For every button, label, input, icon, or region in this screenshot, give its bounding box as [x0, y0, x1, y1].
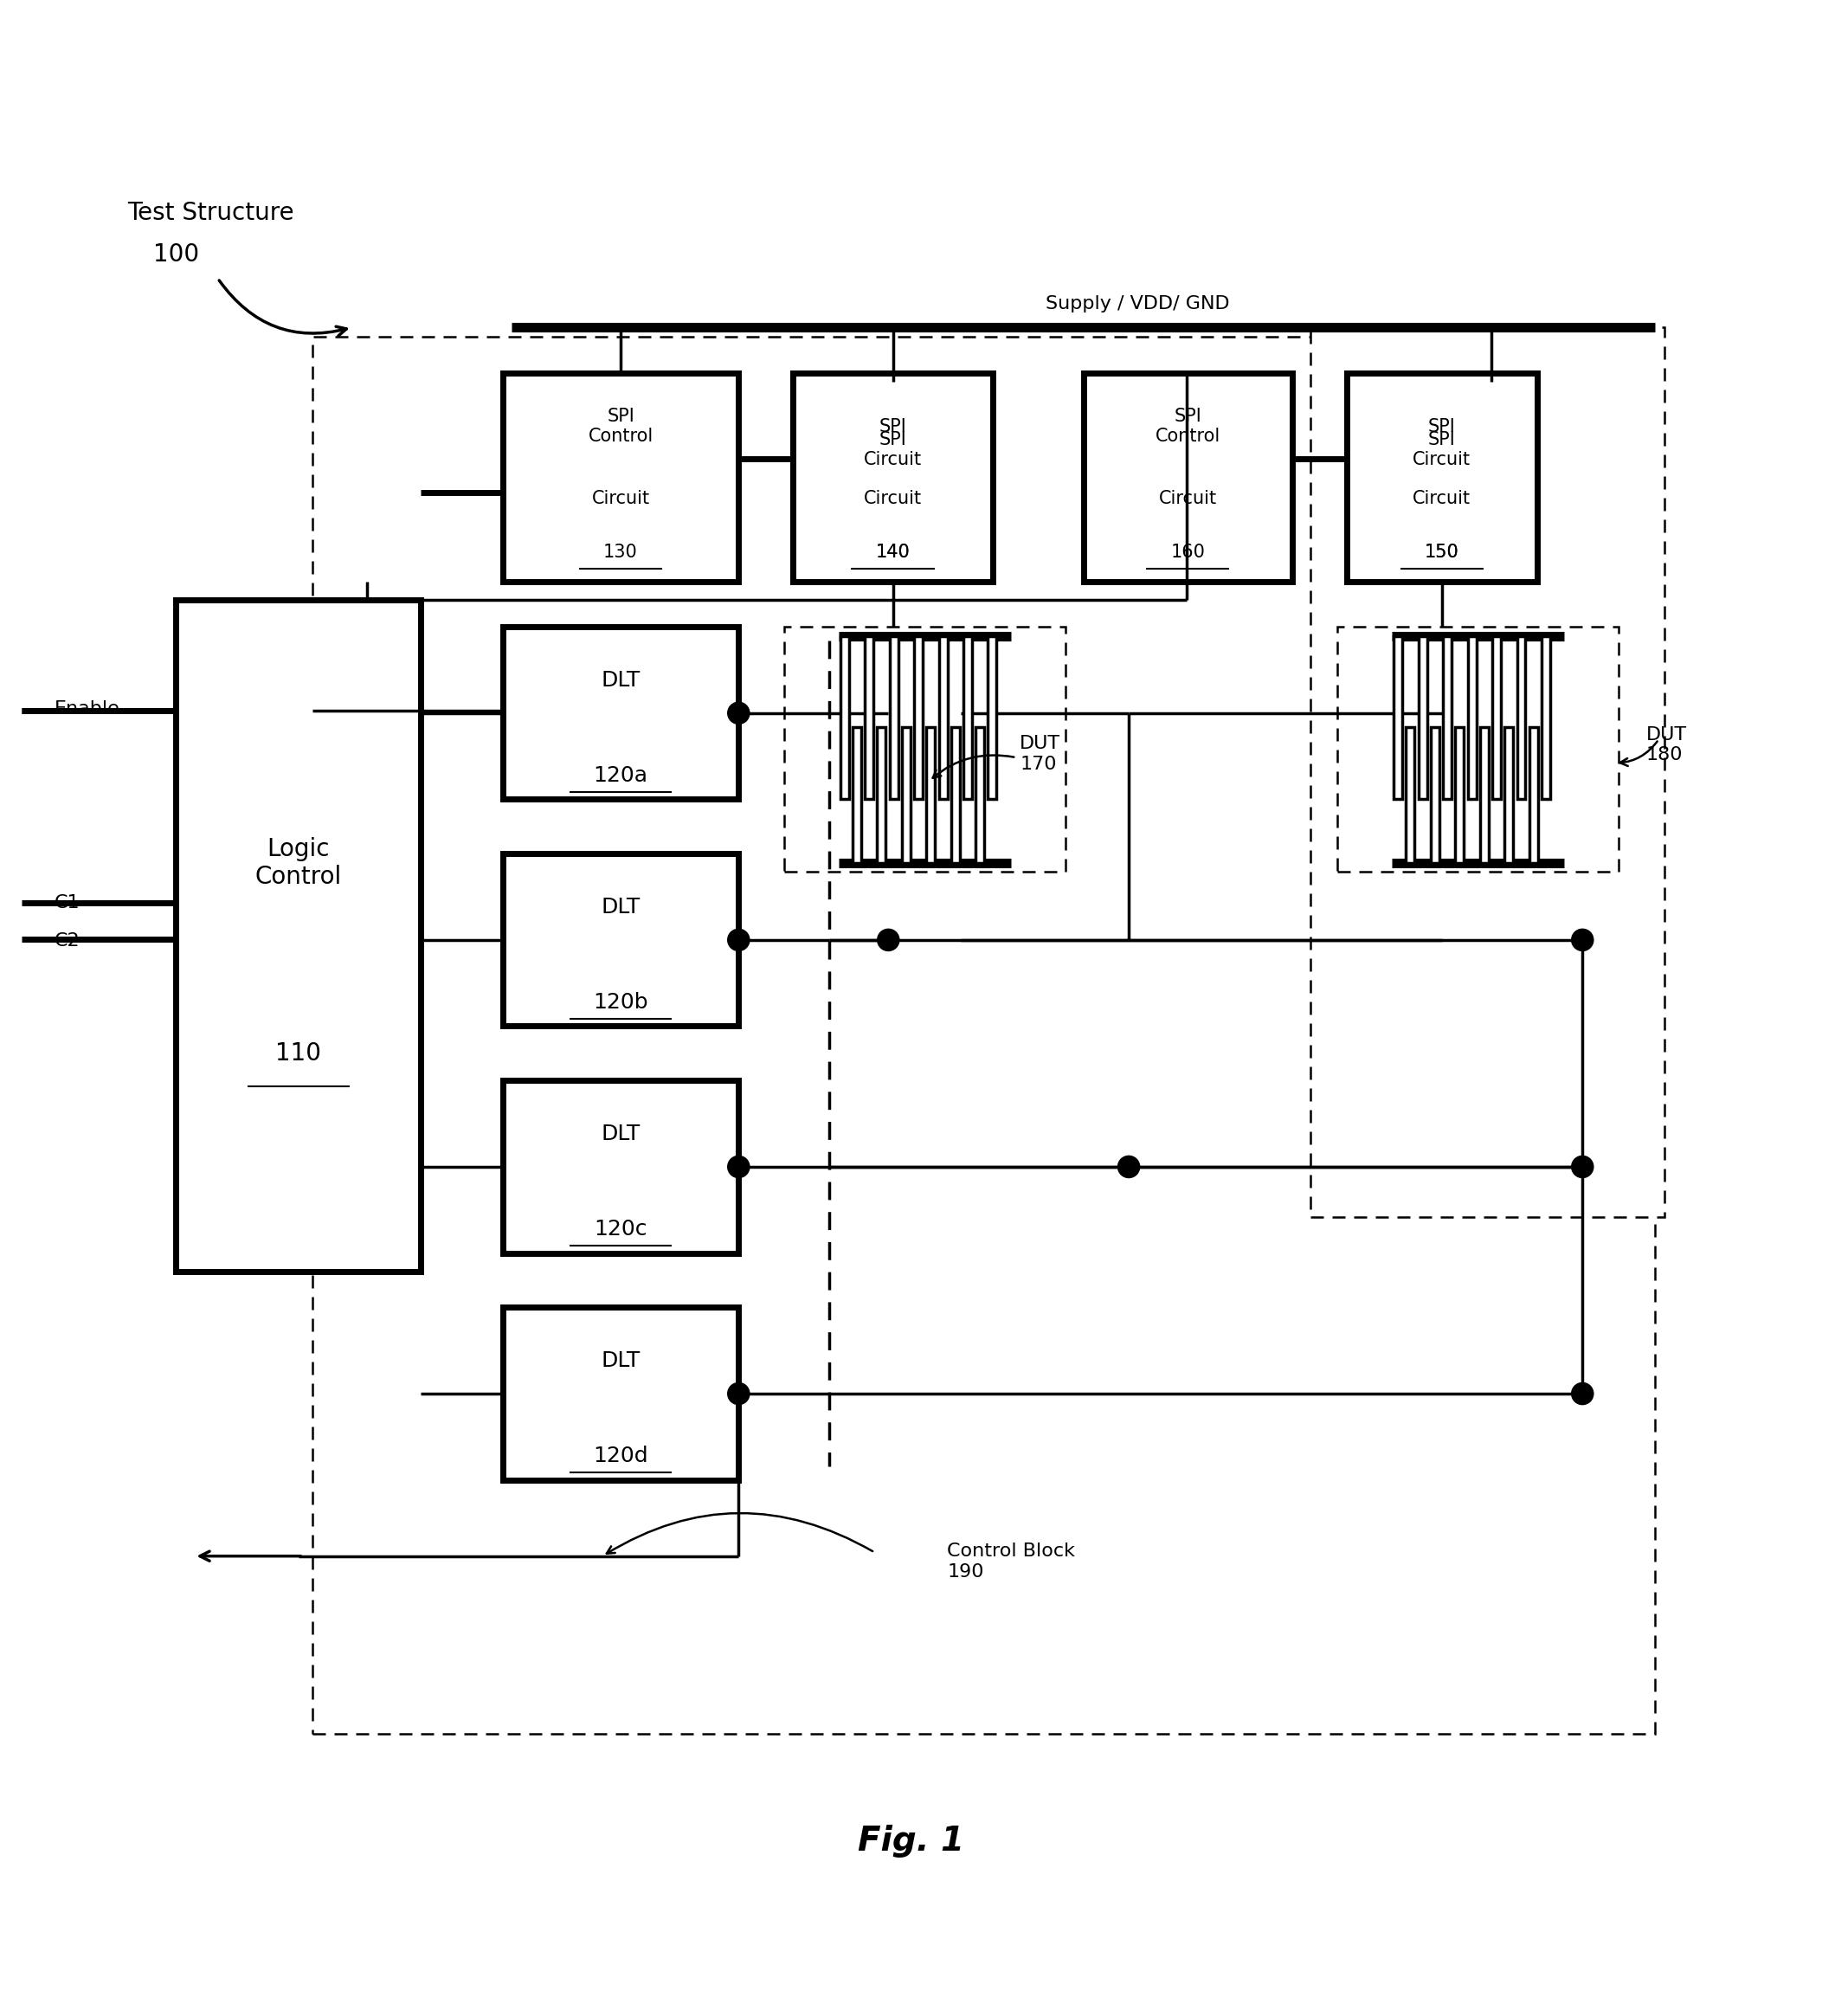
Text: Circuit: Circuit — [1159, 490, 1217, 508]
Bar — [1346, 373, 1538, 581]
Bar — [1518, 635, 1525, 798]
Circle shape — [727, 1383, 749, 1405]
Bar — [988, 635, 997, 798]
Bar — [177, 599, 421, 1272]
Text: C2: C2 — [55, 931, 80, 950]
Bar — [902, 726, 911, 863]
Text: DLT: DLT — [601, 897, 640, 917]
Bar — [926, 726, 935, 863]
Text: SPI
Control: SPI Control — [589, 407, 654, 446]
Text: 160: 160 — [1170, 544, 1204, 560]
Circle shape — [727, 1155, 749, 1177]
Circle shape — [1119, 1155, 1141, 1177]
Bar — [783, 627, 1066, 871]
Text: 120a: 120a — [594, 766, 649, 786]
Text: 120d: 120d — [594, 1445, 649, 1468]
Text: 150: 150 — [1425, 544, 1459, 560]
Circle shape — [727, 929, 749, 952]
Bar — [951, 726, 960, 863]
Bar — [853, 726, 862, 863]
Text: SPI
Control: SPI Control — [1155, 407, 1221, 446]
Text: Enable: Enable — [55, 700, 120, 718]
Text: SPI: SPI — [878, 417, 907, 435]
Text: Test Structure: Test Structure — [128, 202, 293, 226]
Bar — [840, 635, 849, 798]
Bar — [793, 373, 993, 581]
Bar — [503, 1081, 738, 1254]
Bar — [938, 635, 947, 798]
Text: 140: 140 — [876, 544, 909, 560]
Bar — [1407, 726, 1414, 863]
Text: 150: 150 — [1425, 544, 1459, 560]
Text: Circuit: Circuit — [864, 490, 922, 508]
Bar — [889, 635, 898, 798]
Text: SPI
Circuit: SPI Circuit — [1412, 431, 1470, 468]
Bar — [1479, 726, 1489, 863]
Bar — [1310, 327, 1663, 1218]
Text: 140: 140 — [876, 544, 909, 560]
Text: 100: 100 — [153, 242, 199, 266]
Bar — [503, 627, 738, 798]
Bar — [1469, 635, 1476, 798]
Bar — [915, 635, 922, 798]
Circle shape — [727, 702, 749, 724]
Text: Circuit: Circuit — [1412, 490, 1470, 508]
Bar — [1084, 373, 1292, 581]
Bar — [1418, 635, 1427, 798]
Bar — [793, 373, 993, 581]
Text: 120b: 120b — [594, 992, 649, 1012]
Text: SPI: SPI — [1428, 417, 1456, 435]
Circle shape — [1572, 929, 1594, 952]
Bar — [1541, 635, 1551, 798]
Text: Circuit: Circuit — [592, 490, 650, 508]
Text: Supply / VDD/ GND: Supply / VDD/ GND — [1046, 296, 1230, 312]
Bar — [312, 337, 1654, 1734]
Bar — [865, 635, 873, 798]
Bar — [876, 726, 885, 863]
Text: 110: 110 — [275, 1040, 321, 1066]
Text: 130: 130 — [603, 544, 638, 560]
Bar — [503, 853, 738, 1026]
Text: DLT: DLT — [601, 669, 640, 691]
Bar — [1529, 726, 1538, 863]
Bar — [1430, 726, 1439, 863]
Bar — [503, 1308, 738, 1480]
Text: C1: C1 — [55, 893, 80, 911]
Bar — [1337, 627, 1618, 871]
Text: DUT
180: DUT 180 — [1645, 726, 1687, 764]
Bar — [1443, 635, 1452, 798]
Bar — [1492, 635, 1501, 798]
Text: Control Block
190: Control Block 190 — [947, 1542, 1075, 1581]
Circle shape — [1572, 1383, 1594, 1405]
Text: DLT: DLT — [601, 1351, 640, 1371]
Bar — [1456, 726, 1463, 863]
Circle shape — [1572, 1155, 1594, 1177]
Text: Fig. 1: Fig. 1 — [858, 1824, 964, 1857]
Bar — [503, 373, 738, 581]
Text: DLT: DLT — [601, 1123, 640, 1145]
Bar — [1346, 373, 1538, 581]
Text: 120c: 120c — [594, 1220, 647, 1240]
Bar — [964, 635, 971, 798]
Text: Logic
Control: Logic Control — [255, 837, 343, 889]
Bar — [1505, 726, 1514, 863]
Bar — [977, 726, 984, 863]
Bar — [1394, 635, 1403, 798]
Text: DUT
170: DUT 170 — [1020, 736, 1060, 772]
Text: SPI
Circuit: SPI Circuit — [864, 431, 922, 468]
Circle shape — [878, 929, 900, 952]
